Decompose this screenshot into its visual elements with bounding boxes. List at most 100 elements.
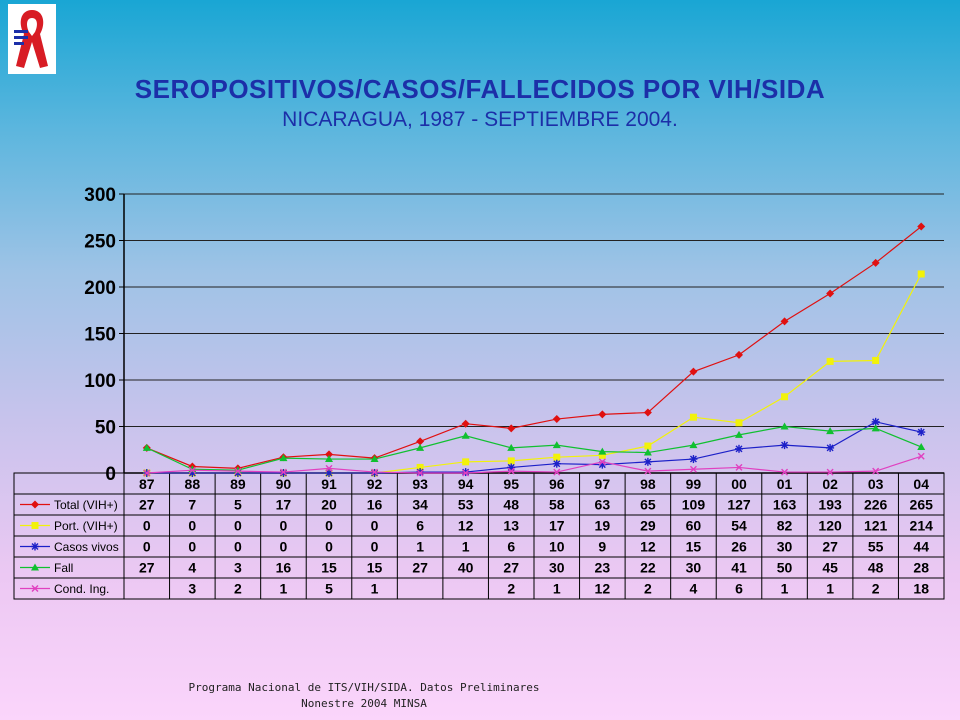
x-tick-label: 94: [458, 476, 474, 492]
data-label: 193: [818, 497, 842, 513]
point-fall: [780, 422, 789, 430]
x-tick-label: 93: [412, 476, 428, 492]
data-label: 48: [503, 497, 519, 513]
data-label: 1: [416, 539, 424, 555]
point-cond-ing: [598, 458, 606, 466]
data-label: 17: [276, 497, 292, 513]
point-port-vih: [781, 393, 789, 401]
data-label: 28: [913, 560, 929, 576]
point-port-vih: [507, 457, 515, 465]
point-total-vih: [598, 410, 607, 419]
data-label: 5: [234, 497, 242, 513]
legend-label-total-vih: Total (VIH+): [54, 498, 118, 512]
data-label: 40: [458, 560, 474, 576]
data-label: 0: [325, 539, 333, 555]
data-label: 53: [458, 497, 474, 513]
point-fall: [370, 455, 379, 463]
point-fall: [142, 443, 151, 451]
footer: Programa Nacional de ITS/VIH/SIDA. Datos…: [174, 680, 554, 712]
point-cond-ing: [826, 468, 834, 476]
point-cond-ing: [507, 467, 515, 475]
point-fall: [552, 441, 561, 449]
data-label: 27: [139, 497, 155, 513]
data-label: 15: [686, 539, 702, 555]
x-tick-label: 98: [640, 476, 656, 492]
series-line-total-vih: [146, 226, 922, 469]
data-label: 3: [188, 581, 196, 597]
legend-marker-fall: [31, 563, 39, 571]
data-label: 0: [143, 539, 151, 555]
point-fall: [735, 430, 743, 438]
point-total-vih: [325, 450, 333, 459]
legend-marker-total-vih: [31, 500, 39, 509]
y-tick-label: 250: [84, 232, 116, 253]
footer-agency: Nonestre 2004 MINSA: [301, 697, 427, 710]
data-label: 0: [371, 518, 379, 534]
data-label: 34: [412, 497, 428, 513]
x-tick-label: 03: [868, 476, 884, 492]
data-label: 6: [735, 581, 743, 597]
x-tick-label: 96: [549, 476, 565, 492]
data-label: 48: [868, 560, 884, 576]
legend-marker-cond-ing: [31, 585, 39, 592]
point-cond-ing: [188, 466, 196, 474]
data-label: 30: [777, 539, 793, 555]
data-label: 127: [727, 497, 751, 513]
data-label: 45: [822, 560, 838, 576]
point-cond-ing: [371, 468, 379, 476]
data-label: 109: [682, 497, 706, 513]
data-label: 1: [826, 581, 834, 597]
x-tick-label: 90: [276, 476, 292, 492]
point-fall: [643, 448, 652, 456]
point-casos-vivos: [871, 417, 880, 426]
data-label: 0: [280, 518, 288, 534]
data-label: 54: [731, 518, 747, 534]
data-label: 27: [139, 560, 155, 576]
data-label: 3: [234, 560, 242, 576]
x-tick-label: 99: [686, 476, 702, 492]
page-subtitle: NICARAGUA, 1987 - SEPTIEMBRE 2004.: [282, 108, 678, 131]
data-label: 0: [325, 518, 333, 534]
point-total-vih: [735, 350, 743, 359]
data-label: 15: [321, 560, 337, 576]
data-label: 17: [549, 518, 565, 534]
point-casos-vivos: [552, 459, 561, 468]
data-label: 0: [234, 518, 242, 534]
series-line-port-vih: [146, 273, 922, 474]
legend-marker-casos-vivos: [31, 542, 39, 551]
x-tick-label: 88: [185, 476, 201, 492]
data-label: 214: [910, 518, 934, 534]
point-cond-ing: [735, 463, 743, 471]
data-label: 7: [188, 497, 196, 513]
point-cond-ing: [234, 467, 242, 475]
data-label: 10: [549, 539, 565, 555]
data-label: 16: [367, 497, 383, 513]
point-port-vih: [598, 451, 606, 459]
y-tick-label: 50: [95, 418, 116, 439]
data-label: 29: [640, 518, 656, 534]
point-total-vih: [917, 222, 926, 231]
point-cond-ing: [917, 452, 925, 460]
x-tick-label: 92: [367, 476, 383, 492]
data-label: 55: [868, 539, 884, 555]
data-label: 65: [640, 497, 656, 513]
x-tick-label: 97: [595, 476, 611, 492]
data-label: 19: [595, 518, 611, 534]
point-cond-ing: [416, 469, 424, 477]
legend-label-casos-vivos: Casos vivos: [54, 540, 119, 554]
point-cond-ing: [462, 469, 470, 477]
data-label: 16: [276, 560, 292, 576]
data-label: 5: [325, 581, 333, 597]
point-casos-vivos: [643, 457, 652, 466]
data-label: 0: [234, 539, 242, 555]
data-label: 18: [913, 581, 929, 597]
point-port-vih: [462, 458, 470, 466]
point-cond-ing: [143, 469, 151, 477]
x-tick-label: 89: [230, 476, 246, 492]
legend-marker-port-vih: [31, 522, 39, 529]
x-tick-label: 02: [822, 476, 838, 492]
point-port-vih: [416, 463, 424, 471]
point-total-vih: [552, 415, 561, 424]
data-label: 2: [644, 581, 652, 597]
